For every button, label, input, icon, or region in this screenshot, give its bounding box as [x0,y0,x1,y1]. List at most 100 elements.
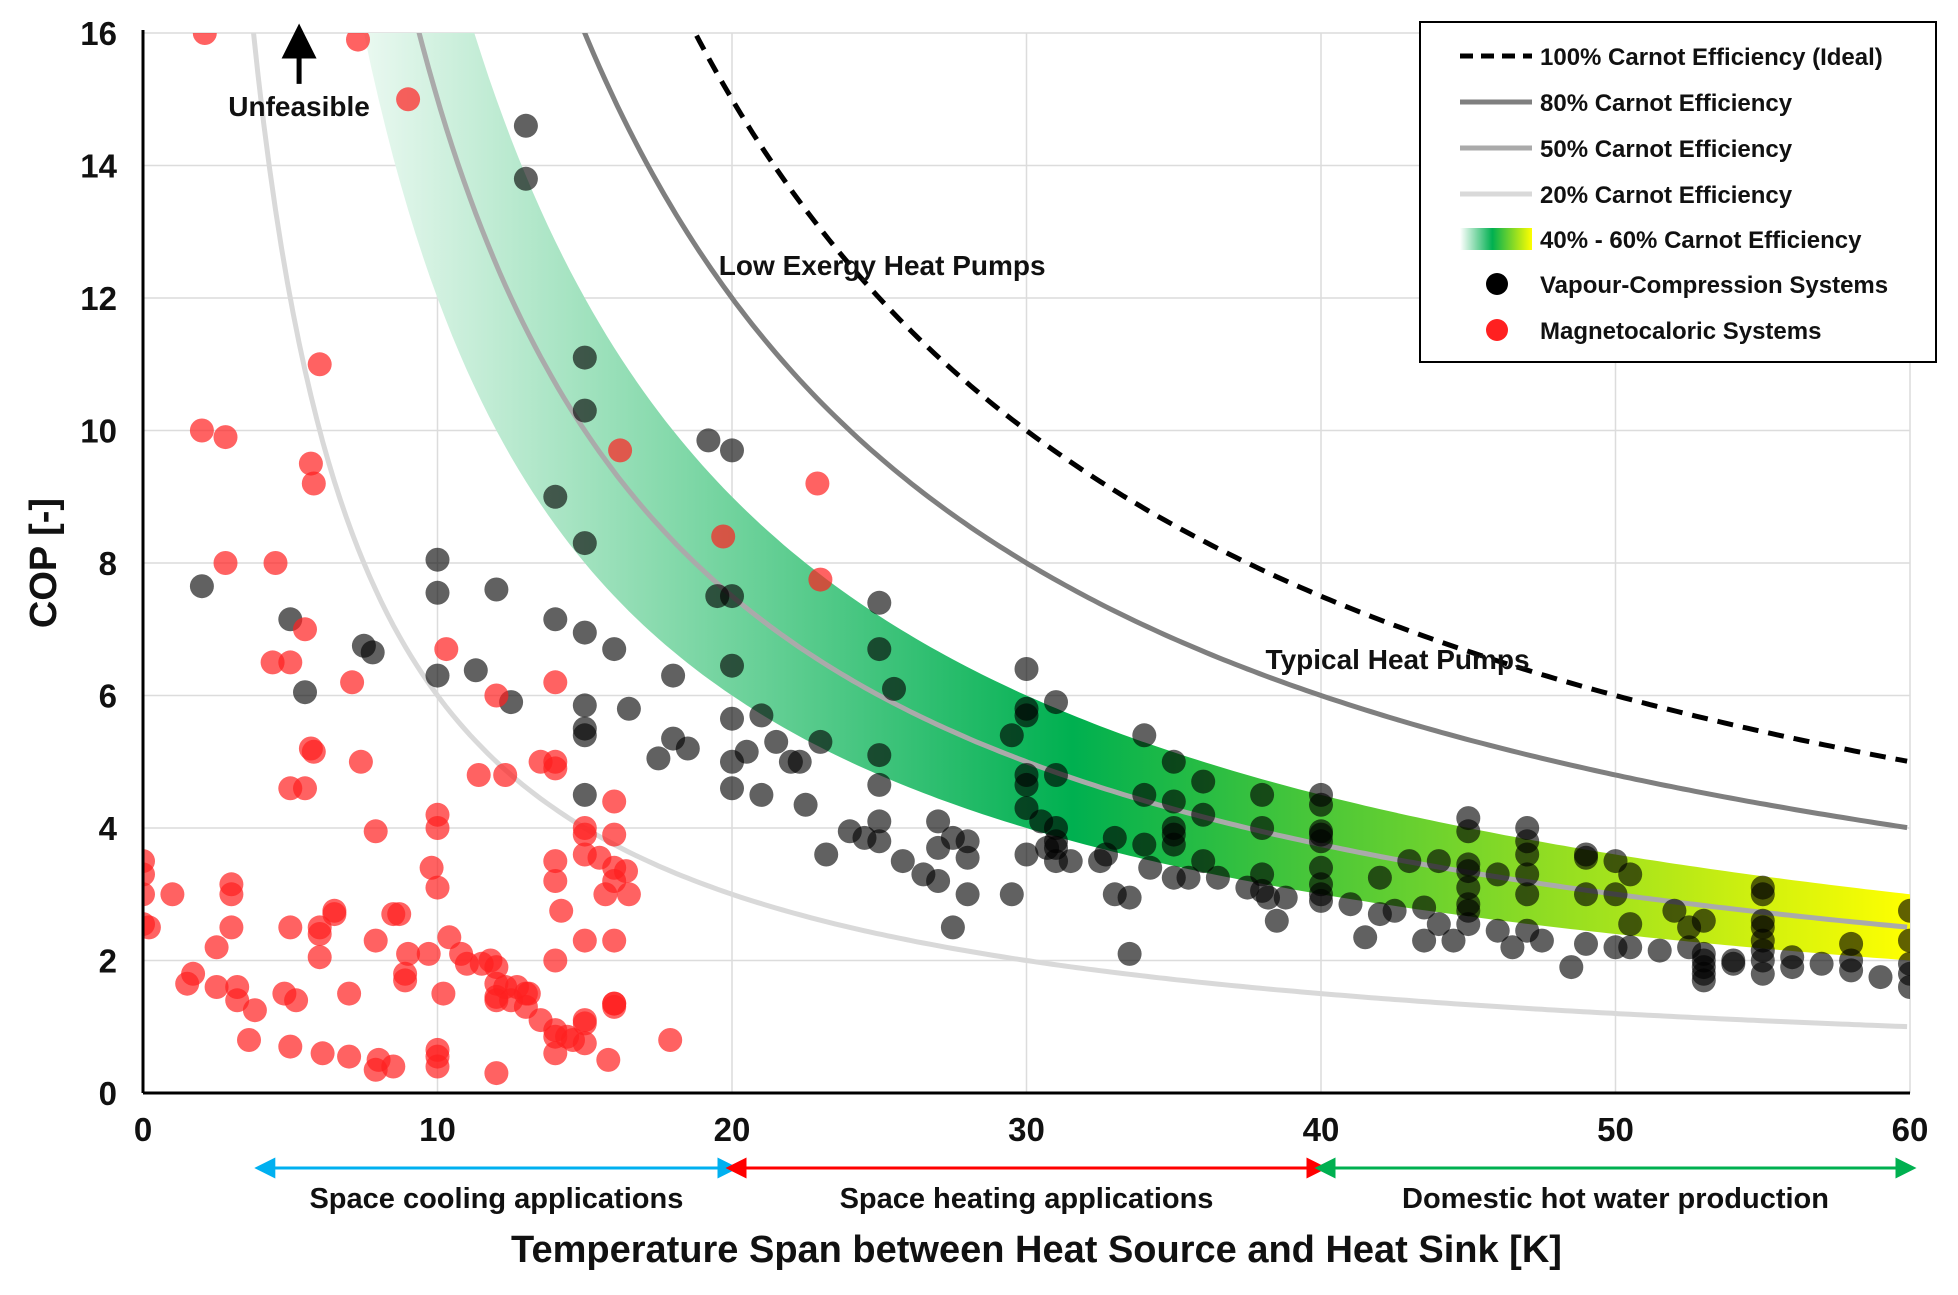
magnetocaloric-point [189,418,214,443]
magnetocaloric-point [301,471,326,496]
vapour-compression-point [867,772,892,797]
magnetocaloric-point [260,650,285,675]
magnetocaloric-point [337,1044,362,1069]
magnetocaloric-point [322,902,347,927]
curve-100-carnot [692,33,1908,764]
y-tick-label: 16 [80,15,117,52]
magnetocaloric-point [348,749,373,774]
curve-20-carnot [251,33,1908,1030]
range-label-space-cooling: Space cooling applications [309,1183,683,1215]
magnetocaloric-point [387,902,412,927]
magnetocaloric-point [572,1031,597,1056]
vapour-compression-point [734,739,759,764]
magnetocaloric-point [278,650,303,675]
magnetocaloric-point [143,915,161,940]
vapour-compression-point [1205,865,1230,890]
magnetocaloric-point [805,471,830,496]
vapour-compression-point [1397,849,1422,874]
magnetocaloric-point [363,928,388,953]
vapour-compression-point [572,345,597,370]
application-ranges: Space cooling applications Space heating… [254,1157,1917,1215]
vapour-compression-point [543,607,568,632]
magnetocaloric-point [484,683,509,708]
magnetocaloric-point [346,33,370,52]
legend-label-band: 40% - 60% Carnot Efficiency [1540,227,1862,254]
curve-80-carnot [582,33,1908,831]
vapour-compression-point [1250,816,1275,840]
vapour-compression-point [1515,862,1540,887]
vapour-compression-point [1161,749,1186,774]
y-tick-label: 6 [99,678,117,715]
vapour-compression-point [1426,912,1451,937]
vapour-compression-point [1750,961,1775,986]
legend-marker-vapour-compression [1486,273,1508,295]
vapour-compression-point [1309,888,1333,913]
magnetocaloric-point [602,822,627,847]
vapour-compression-point [749,782,774,807]
legend-label-20-carnot: 20% Carnot Efficiency [1540,182,1793,209]
magnetocaloric-point [543,849,568,874]
magnetocaloric-point [213,425,238,450]
vapour-compression-point [1515,882,1540,907]
vapour-compression-point [425,580,450,605]
vapour-compression-point [867,637,892,662]
vapour-compression-point [1603,882,1628,907]
vapour-compression-point [1161,789,1186,814]
vapour-compression-point [646,746,671,771]
magnetocaloric-point [419,855,444,880]
magnetocaloric-point [363,819,388,844]
vapour-compression-point [955,845,980,870]
vapour-compression-point [1138,855,1163,880]
vapour-compression-point [1618,862,1643,887]
magnetocaloric-point [396,87,421,112]
vapour-compression-point [867,809,892,834]
x-tick-label: 20 [714,1111,751,1148]
vapour-compression-point [1750,875,1775,900]
vapour-compression-point [1647,938,1672,963]
magnetocaloric-point [263,551,288,575]
vapour-compression-point [720,584,744,609]
vapour-compression-point [1618,912,1643,937]
magnetocaloric-point [602,789,627,814]
magnetocaloric-point [143,882,155,907]
vapour-compression-point [955,882,980,907]
vapour-compression-point [425,547,450,572]
magnetocaloric-point [237,1028,261,1052]
magnetocaloric-point [484,1061,509,1086]
vapour-compression-point [572,620,597,645]
x-tick-label: 50 [1597,1111,1634,1148]
vapour-compression-point [1426,849,1451,874]
vapour-compression-point [1250,782,1275,807]
vapour-compression-point [696,428,721,453]
magnetocaloric-point [616,882,641,907]
vapour-compression-point [882,676,906,701]
magnetocaloric-point [396,941,421,966]
magnetocaloric-point [425,1054,450,1079]
magnetocaloric-point [225,988,250,1013]
vapour-compression-point [808,729,833,754]
vapour-compression-point [1044,763,1068,787]
annotation-low-exergy-heat-pumps: Low Exergy Heat Pumps [719,250,1046,281]
magnetocaloric-point [425,816,450,840]
vapour-compression-point [890,849,915,874]
magnetocaloric-point [549,898,574,923]
vapour-compression-point [1014,842,1039,867]
vapour-compression-point [1529,928,1554,953]
vapour-compression-point [1898,928,1910,953]
vapour-compression-point [1456,912,1481,937]
vapour-compression-point [661,663,686,688]
y-tick-label: 10 [80,413,117,450]
magnetocaloric-point [310,1041,335,1066]
vapour-compression-point [1256,885,1280,910]
magnetocaloric-point [284,988,309,1013]
magnetocaloric-point [543,1041,568,1066]
vapour-compression-point [1441,928,1466,953]
vapour-compression-point [814,842,839,867]
vapour-compression-point [616,696,641,721]
vapour-compression-point [602,637,627,662]
magnetocaloric-point [242,998,267,1023]
magnetocaloric-point [307,945,332,970]
x-tick-label: 60 [1892,1111,1929,1148]
magnetocaloric-point [484,955,509,980]
magnetocaloric-point [307,352,332,377]
